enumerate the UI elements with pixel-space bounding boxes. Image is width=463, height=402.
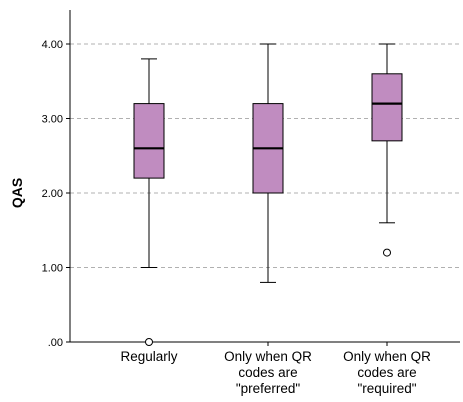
category-label-2-2: "required" xyxy=(357,381,416,396)
box-0 xyxy=(133,103,165,179)
y-tick-label-0: .00 xyxy=(48,337,63,349)
category-label-1-2: "preferred" xyxy=(236,381,301,396)
y-axis-title: QAS xyxy=(9,178,25,208)
category-label-1-1: codes are xyxy=(238,365,297,380)
outlier-0-0 xyxy=(145,338,153,346)
category-label-2-0: Only when QR xyxy=(343,349,431,364)
y-tick-label-2: 2.00 xyxy=(42,188,63,200)
y-tick-label-4: 4.00 xyxy=(42,39,63,51)
y-tick-label-1: 1.00 xyxy=(42,263,63,275)
axes xyxy=(66,10,460,346)
boxes xyxy=(133,43,403,346)
category-label-1-0: Only when QR xyxy=(224,349,312,364)
box-2 xyxy=(371,73,403,142)
category-label-2-1: codes are xyxy=(357,365,416,380)
category-label-0-0: Regularly xyxy=(120,349,177,364)
outlier-2-0 xyxy=(383,248,391,257)
labels: .00 1.00 2.00 3.00 4.00 QAS Regularly Only when… xyxy=(9,39,431,396)
y-tick-label-3: 3.00 xyxy=(42,114,63,126)
